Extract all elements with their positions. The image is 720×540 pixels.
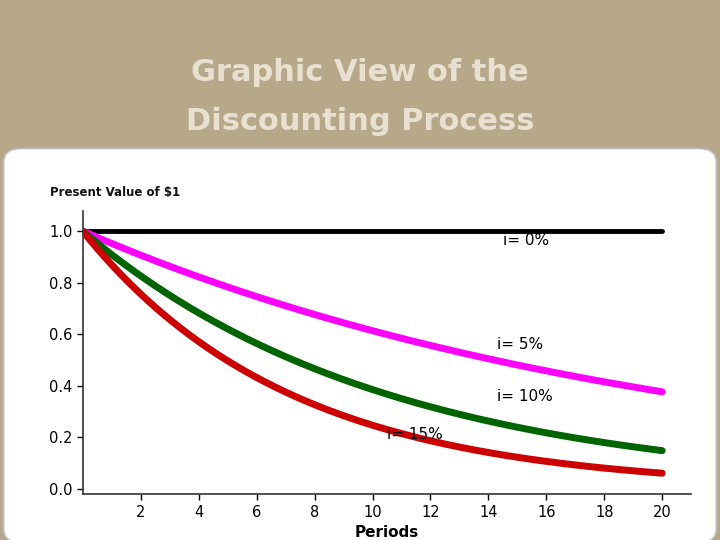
X-axis label: Periods: Periods xyxy=(355,525,419,540)
Text: i= 0%: i= 0% xyxy=(503,233,549,248)
Text: i= 10%: i= 10% xyxy=(497,389,553,404)
Text: i= 15%: i= 15% xyxy=(387,427,443,442)
Text: i= 5%: i= 5% xyxy=(497,337,543,352)
Text: Discounting Process: Discounting Process xyxy=(186,107,534,136)
Text: Graphic View of the: Graphic View of the xyxy=(192,58,528,87)
Text: Present Value of $1: Present Value of $1 xyxy=(50,186,181,199)
